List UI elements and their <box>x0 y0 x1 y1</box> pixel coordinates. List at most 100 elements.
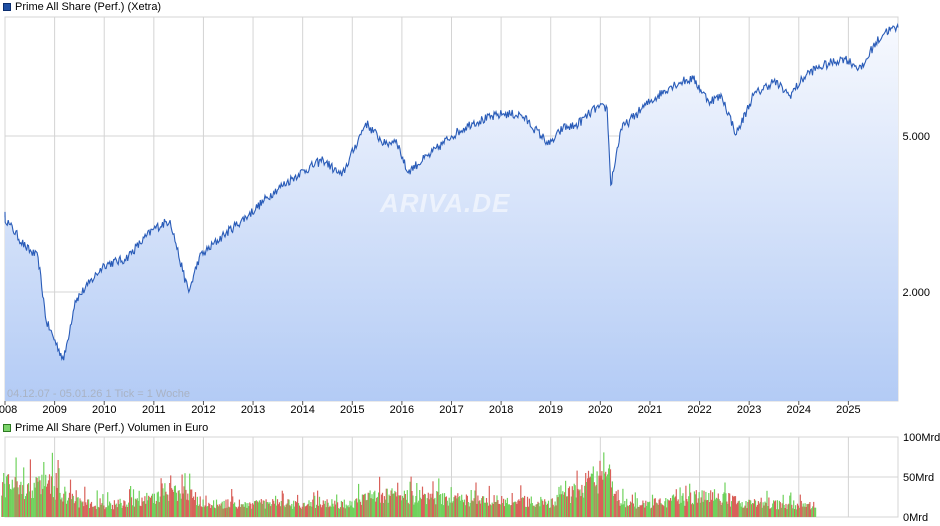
volume-bar-834 <box>796 503 799 517</box>
volume-bar-692 <box>661 504 663 517</box>
volume-bar-638 <box>609 469 612 517</box>
volume-bar-352 <box>337 502 339 517</box>
volume-bar-433 <box>414 502 416 517</box>
volume-bar-104 <box>100 504 102 517</box>
volume-bar-425 <box>406 490 408 517</box>
volume-bar-549 <box>525 506 527 517</box>
volume-bar-124 <box>119 498 121 517</box>
volume-bar-680 <box>650 508 652 517</box>
volume-bar-605 <box>578 490 580 517</box>
volume-bar-459 <box>439 494 441 517</box>
volume-bar-386 <box>369 490 371 517</box>
volume-bar-427 <box>408 504 410 517</box>
volume-bar-294 <box>281 490 283 517</box>
volume-bar-764 <box>730 506 732 517</box>
volume-bar-774 <box>739 503 741 517</box>
volume-bar-540 <box>516 504 518 517</box>
volume-bar-748 <box>714 499 716 517</box>
volume-bar-703 <box>671 495 674 517</box>
volume-bar-180 <box>172 492 175 517</box>
volume-bar-496 <box>474 490 476 517</box>
volume-bar-661 <box>631 494 633 517</box>
volume-bar-744 <box>711 499 713 517</box>
volume-bar-610 <box>583 497 585 517</box>
volume-bar-782 <box>747 502 749 517</box>
volume-bar-245 <box>234 506 237 517</box>
volume-bar-47 <box>46 486 48 517</box>
volume-bar-546 <box>522 497 524 517</box>
volume-bar-679 <box>649 501 651 517</box>
volume-bar-778 <box>743 507 745 517</box>
volume-bar-473 <box>452 501 454 517</box>
volume-bar-462 <box>442 493 444 517</box>
volume-bar-584 <box>558 486 560 517</box>
volume-bar-82 <box>79 498 81 517</box>
volume-bar-168 <box>161 483 163 517</box>
volume-bar-261 <box>250 503 252 517</box>
volume-bar-591 <box>565 480 567 517</box>
volume-bar-59 <box>57 460 59 517</box>
volume-bar-73 <box>70 499 72 517</box>
volume-bar-123 <box>118 504 120 517</box>
x-tick-label-11: 2019 <box>538 404 562 416</box>
watermark: ARIVA.DE <box>380 188 511 218</box>
volume-bar-801 <box>765 502 767 517</box>
volume-bar-750 <box>716 498 718 517</box>
volume-legend-swatch <box>3 424 11 432</box>
volume-bar-799 <box>763 505 765 517</box>
x-tick-label-12: 2020 <box>588 404 612 416</box>
volume-bar-512 <box>489 504 491 517</box>
volume-bar-795 <box>759 501 761 517</box>
volume-bar-304 <box>291 503 293 517</box>
volume-bar-406 <box>388 494 390 517</box>
volume-bar-9 <box>9 488 11 517</box>
volume-bar-600 <box>573 483 575 517</box>
volume-bar-742 <box>709 502 711 517</box>
volume-bar-13 <box>13 487 15 517</box>
volume-bar-409 <box>391 488 393 517</box>
volume-bar-185 <box>177 490 179 517</box>
volume-bar-688 <box>657 504 659 517</box>
volume-bar-384 <box>367 492 369 517</box>
volume-bar-635 <box>607 474 609 517</box>
volume-bar-334 <box>319 504 322 517</box>
volume-bar-465 <box>444 497 446 517</box>
volume-bar-265 <box>254 501 256 517</box>
volume-bar-21 <box>21 494 23 517</box>
volume-bar-578 <box>552 504 554 517</box>
volume-bar-110 <box>106 507 108 517</box>
volume-bar-375 <box>359 499 361 517</box>
volume-bar-511 <box>488 485 490 517</box>
volume-bar-802 <box>766 490 768 517</box>
volume-bar-199 <box>191 489 193 517</box>
volume-bar-197 <box>189 473 191 517</box>
volume-bar-554 <box>529 503 531 517</box>
volume-bar-842 <box>804 503 806 517</box>
volume-bar-732 <box>699 502 701 517</box>
volume-bar-271 <box>259 502 261 517</box>
volume-bar-200 <box>192 498 194 517</box>
volume-bar-769 <box>734 496 737 517</box>
volume-bar-188 <box>180 498 182 517</box>
volume-bar-685 <box>654 498 656 517</box>
volume-bar-826 <box>789 495 791 517</box>
volume-bar-796 <box>760 497 762 517</box>
volume-bar-36 <box>35 477 37 517</box>
price-axes: 2008 2009 2010 2011 2012 2013 2014 2015 2016 2017… <box>0 131 930 416</box>
volume-bar-378 <box>361 494 363 517</box>
volume-bar-255 <box>244 502 246 517</box>
volume-bar-590 <box>564 492 566 517</box>
volume-bar-601 <box>574 485 576 517</box>
volume-bar-268 <box>256 501 259 517</box>
volume-bar-481 <box>460 500 462 517</box>
volume-bar-163 <box>156 492 158 517</box>
volume-bar-805 <box>769 508 771 517</box>
volume-bar-553 <box>528 498 530 517</box>
volume-bar-50 <box>48 474 51 517</box>
volume-bar-693 <box>662 505 664 517</box>
volume-bar-626 <box>598 475 600 517</box>
volume-bar-14 <box>14 477 16 517</box>
volume-bar-656 <box>627 505 629 517</box>
volume-bar-432 <box>413 504 415 517</box>
volume-bar-657 <box>628 506 630 517</box>
